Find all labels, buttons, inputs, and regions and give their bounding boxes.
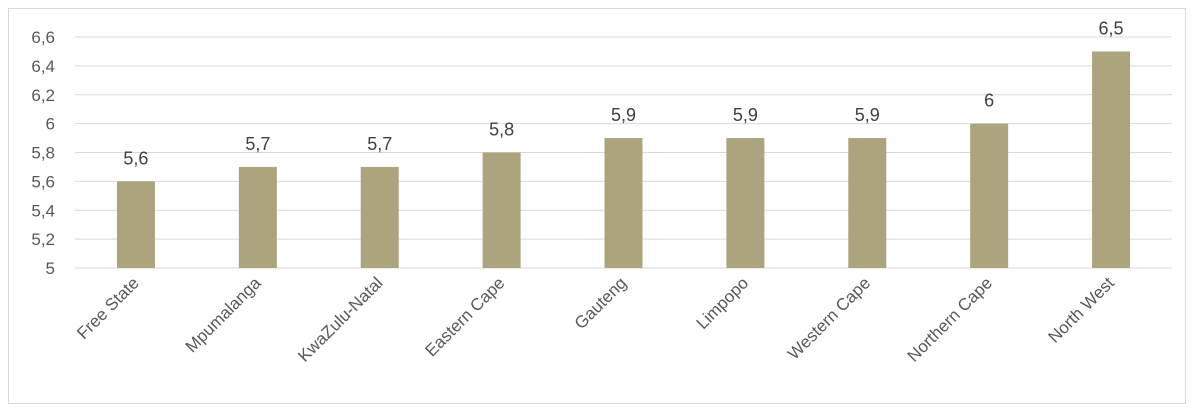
x-tick-label: Western Cape: [784, 273, 874, 363]
x-tick-label: North West: [1045, 273, 1119, 347]
y-tick-label: 6,6: [31, 28, 55, 47]
x-tick-label: Mpumalanga: [182, 273, 265, 356]
bar: [482, 152, 521, 268]
y-tick-label: 5,6: [31, 172, 55, 191]
y-tick-label: 5,4: [31, 201, 55, 220]
x-tick-label: Gauteng: [571, 273, 631, 333]
x-tick-label: Northern Cape: [904, 273, 996, 365]
data-label: 5,9: [733, 105, 758, 125]
data-label: 5,9: [855, 105, 880, 125]
data-label: 5,7: [367, 134, 392, 154]
data-labels: 5,6 5,7 5,7 5,8 5,9 5,9 5,9 6 6,5: [123, 18, 1123, 168]
bar: [604, 138, 643, 268]
bars: [116, 51, 1131, 268]
x-axis-ticks: Free State Mpumalanga KwaZulu-Natal Eastern…: [73, 273, 1118, 366]
data-label: 5,6: [123, 148, 148, 168]
y-tick-label: 6: [46, 115, 55, 134]
data-label: 5,8: [489, 120, 514, 140]
data-label: 5,7: [245, 134, 270, 154]
data-label: 6,5: [1099, 18, 1124, 38]
data-label: 6: [984, 91, 994, 111]
bar: [848, 138, 887, 268]
y-tick-label: 5,2: [31, 230, 55, 249]
bar: [970, 123, 1009, 268]
x-tick-label: Limpopo: [693, 273, 753, 333]
x-tick-label: Eastern Cape: [421, 273, 508, 360]
y-axis-ticks: 5 5,2 5,4 5,6 5,8 6 6,2 6,4 6,6: [31, 28, 55, 278]
y-tick-label: 6,2: [31, 86, 55, 105]
x-tick-label: Free State: [73, 273, 143, 343]
bar: [726, 138, 765, 268]
bar: [238, 166, 277, 268]
bar: [1092, 51, 1131, 268]
y-tick-label: 5,8: [31, 144, 55, 163]
bar: [116, 181, 155, 268]
bar: [360, 166, 399, 268]
x-tick-label: KwaZulu-Natal: [294, 273, 386, 365]
y-tick-label: 6,4: [31, 57, 55, 76]
data-label: 5,9: [611, 105, 636, 125]
y-tick-label: 5: [46, 259, 55, 278]
